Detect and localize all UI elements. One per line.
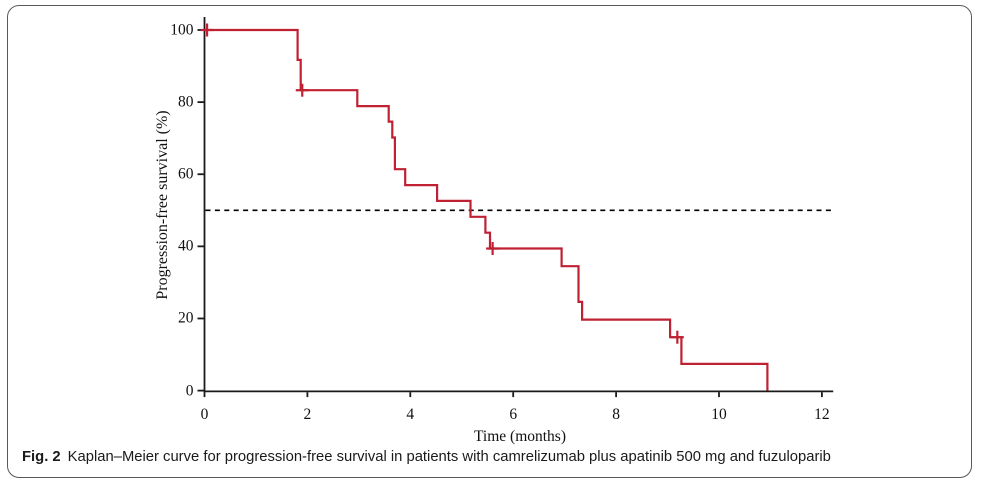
y-tick-label-0: 0 [185,381,194,399]
y-tick-label-60: 60 [178,165,194,183]
x-tick-label-2: 2 [303,405,312,423]
x-tick-label-6: 6 [509,405,518,423]
y-axis-title: Progression-free survival (%) [154,110,171,300]
km-curve [204,28,769,391]
x-tick-label-12: 12 [814,405,830,423]
x-axis-title: Time (months) [473,428,567,445]
y-tick-label-40: 40 [178,237,194,255]
y-tick-label-100: 100 [170,21,194,39]
y-tick-label-80: 80 [178,93,194,111]
figure-caption-label: Fig. 2 [22,449,61,465]
x-tick-label-4: 4 [406,405,415,423]
x-tick-label-0: 0 [200,405,209,423]
x-tick-label-10: 10 [711,405,727,423]
figure-caption-text: Kaplan–Meier curve for progression-free … [67,449,831,465]
y-tick-label-20: 20 [178,309,194,327]
x-tick-label-8: 8 [612,405,620,423]
figure-frame-border [7,5,972,478]
figure-caption: Fig. 2 Kaplan–Meier curve for progression… [22,449,951,465]
